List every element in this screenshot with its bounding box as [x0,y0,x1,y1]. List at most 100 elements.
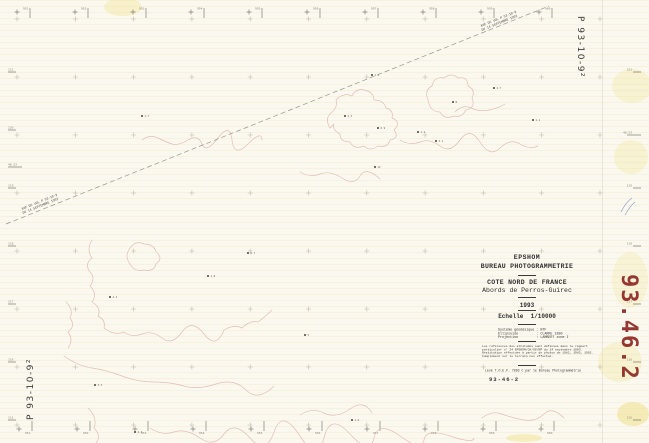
contour-line [87,239,273,342]
grid-crosses [14,16,603,428]
paper-stain [614,140,648,174]
tick-label-bottom: 953 [141,431,147,435]
spot-height-mark [109,296,111,298]
spot-height-label: 4.2 [113,295,118,299]
survey-year: 1993 [519,302,535,309]
contour-line [327,89,398,150]
spot-height-label: 1.2 [421,130,426,134]
strip-label-top-right: P 93-10-9² [575,16,585,79]
spot-height-mark [207,275,209,277]
paper-stain [506,434,542,442]
tick-label-right: 121 [627,68,633,72]
spot-height-mark [377,127,379,129]
map-region: COTE NORD DE FRANCE [487,279,567,286]
tick-label-right: 119 [627,184,633,188]
paper-stain [104,0,142,16]
map-scale: Echelle 1/10000 [498,313,556,320]
spot-height-mark [493,87,495,89]
spot-height-label: 1.8 [211,274,216,278]
tick-label-top: 953 [139,7,145,11]
spot-height-label: 12 [378,165,382,169]
cartouche: EPSHOM BUREAU PHOTOGRAMMETRIE COTE NORD … [462,248,594,398]
tick-label-right: 115 [627,416,633,420]
spot-height-label: 8 [456,100,458,104]
contour-line [481,410,565,421]
tick-label-left: 120 [8,126,14,130]
contour-line [426,74,474,118]
divider [518,310,536,311]
strip-label-bottom-left: P 93-10-9² [26,357,36,420]
spot-height-label: 0.7 [251,251,256,255]
tick-label-bottom: 960 [547,431,553,435]
spot-height-mark [435,140,437,142]
spot-height-label: 3.1 [439,139,444,143]
spot-height-mark [452,101,454,103]
spot-height-label: 1.1 [536,118,541,122]
geodesy-block: Système géodésique : NTF Ellipsoïde : CL… [498,328,569,340]
tick-label-left: 117 [8,300,14,304]
contour-line [126,242,161,271]
spot-height-mark [371,74,373,76]
tick-label-bottom: 955 [257,431,263,435]
tick-label-top: 954 [197,7,203,11]
tick-label-left: 121 [8,68,14,72]
spot-height-mark [417,131,419,133]
tick-label-left: 48.52 [8,163,17,167]
tick-label-bottom: 951 [25,431,31,435]
divider [518,324,536,325]
map-subtitle: Abords de Perros-Guirec [482,287,572,294]
spot-height-label: 1.7 [145,114,150,118]
contour-line [141,130,263,151]
spot-height-mark [344,115,346,117]
tick-label-left: 116 [8,358,14,362]
tick-label-bottom: 954 [199,431,205,435]
tick-label-top: 958 [429,7,435,11]
tick-label-top: 951 [23,7,29,11]
spot-height-label: 0.9 [381,126,386,130]
tick-label-bottom: 956 [315,431,321,435]
divider [518,341,536,342]
credit-line: Levé T.O.E.F. 7893 C par le Bureau Photo… [485,369,582,373]
paper-stain [617,402,649,426]
tick-label-bottom: 959 [489,431,495,435]
spot-height-mark [134,431,136,433]
sheet-number: 93-46-2 [489,376,520,383]
contour-line [299,171,381,182]
handwritten-note-blue [624,201,636,216]
handwritten-note-blue [620,197,633,213]
sheet-number-stamp: 93.46.2 [616,274,641,381]
contour-line [87,407,99,443]
contour-line [63,355,275,396]
spot-height-mark [247,252,249,254]
contour-line [299,404,373,416]
spot-height-mark [351,419,353,421]
spot-height-label: 2.3 [348,114,353,118]
spot-height-mark [304,334,306,336]
tick-label-right: 117 [627,300,633,304]
flight-line [5,5,550,225]
tick-label-top: 955 [255,7,261,11]
paper-stain [612,252,648,308]
divider [518,275,536,276]
notes-block: Les références des altitudes sont défini… [482,344,594,359]
tick-label-right: 116 [627,358,633,362]
tick-label-left: 115 [8,416,14,420]
tick-label-bottom: 952 [83,431,89,435]
spot-height-label: 1.4 [375,73,380,77]
divider [518,365,536,366]
tick-label-top: 952 [81,7,87,11]
contour-line [454,103,506,113]
tick-label-top: 956 [313,7,319,11]
spot-height-mark [94,384,96,386]
edge-ticks [8,8,641,432]
tick-label-right: 118 [627,242,633,246]
paper-stain [612,69,649,103]
contour-line [149,420,475,443]
divider [518,297,536,298]
spot-height-mark [532,119,534,121]
tick-label-left: 119 [8,184,14,188]
spot-height-label: 2.4 [138,430,143,434]
spot-height-label: 5 [308,333,310,337]
spot-height-mark [141,115,143,117]
